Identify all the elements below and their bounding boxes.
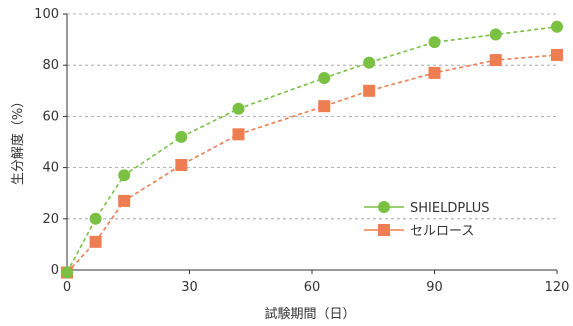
data-point-cellulose xyxy=(551,48,563,61)
data-point-cellulose xyxy=(232,128,245,141)
legend-label-cellulose: セルロース xyxy=(410,224,474,239)
data-point-shieldplus xyxy=(363,56,376,69)
legend-marker-cellulose xyxy=(378,224,390,236)
x-tick-label: 0 xyxy=(63,280,71,295)
data-point-shieldplus xyxy=(232,102,245,115)
y-tick-label: 20 xyxy=(42,212,59,227)
data-point-shieldplus xyxy=(428,36,441,49)
data-point-shieldplus xyxy=(175,130,188,143)
data-point-shieldplus xyxy=(551,20,563,33)
legend-label-shieldplus: SHIELDPLUS xyxy=(410,201,490,216)
y-tick-label: 80 xyxy=(42,58,59,73)
data-point-cellulose xyxy=(428,66,441,79)
data-point-shieldplus xyxy=(61,266,73,279)
series xyxy=(61,20,563,279)
y-tick-label: 40 xyxy=(42,161,59,176)
series-line-shieldplus xyxy=(66,26,558,273)
series-shieldplus xyxy=(61,20,563,279)
x-tick-label: 60 xyxy=(304,280,321,295)
y-tick-label: 100 xyxy=(34,7,59,22)
series-line-cellulose xyxy=(66,54,558,274)
data-point-cellulose xyxy=(489,54,502,67)
axes xyxy=(66,14,557,271)
x-axis-title: 試験期間（日） xyxy=(264,306,355,322)
data-point-cellulose xyxy=(89,235,102,248)
tick-labels: 0 20 40 60 80 100 0 30 60 90 120 xyxy=(34,7,569,295)
x-tick-label: 120 xyxy=(545,280,570,295)
data-point-cellulose xyxy=(118,194,131,207)
legend-marker-shieldplus xyxy=(378,201,390,213)
data-point-cellulose xyxy=(318,100,331,113)
x-tick-label: 90 xyxy=(426,280,443,295)
data-point-shieldplus xyxy=(489,28,502,41)
data-point-shieldplus xyxy=(318,72,331,84)
y-axis-title: 生分解度（%） xyxy=(10,95,26,185)
legend-item-shieldplus: SHIELDPLUS xyxy=(364,201,490,216)
grid-lines xyxy=(67,13,557,220)
data-point-shieldplus xyxy=(118,169,131,182)
y-tick-label: 60 xyxy=(42,109,59,124)
data-point-cellulose xyxy=(363,84,376,97)
y-tick-label: 0 xyxy=(51,263,59,278)
series-cellulose xyxy=(61,48,563,279)
data-point-cellulose xyxy=(175,159,188,172)
legend: SHIELDPLUS セルロース xyxy=(364,201,490,239)
legend-item-cellulose: セルロース xyxy=(364,224,474,239)
x-tick-label: 30 xyxy=(181,280,198,295)
data-point-shieldplus xyxy=(89,212,102,225)
